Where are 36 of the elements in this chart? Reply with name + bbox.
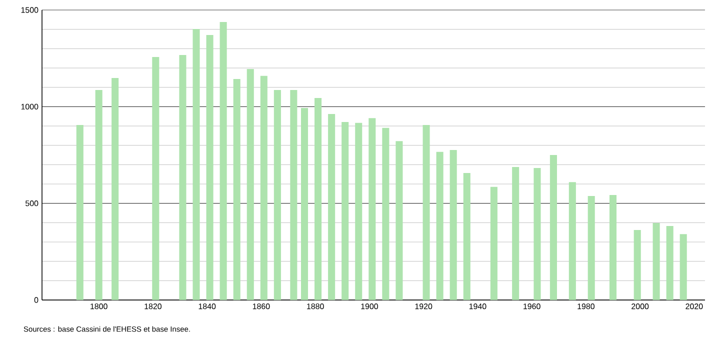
bar bbox=[422, 125, 430, 300]
bar bbox=[666, 226, 674, 300]
bar bbox=[490, 186, 498, 300]
bar bbox=[588, 196, 595, 300]
bar bbox=[179, 55, 186, 300]
bar bbox=[463, 172, 470, 300]
bar bbox=[450, 150, 457, 300]
bar bbox=[274, 90, 281, 300]
bar bbox=[512, 166, 520, 300]
bar bbox=[300, 108, 308, 300]
bar bbox=[568, 182, 576, 300]
bar bbox=[220, 22, 227, 300]
bar bbox=[260, 76, 268, 300]
bar bbox=[652, 223, 660, 300]
bar bbox=[634, 230, 641, 300]
bar bbox=[368, 118, 376, 300]
bar bbox=[680, 234, 687, 300]
bar bbox=[355, 122, 362, 300]
bar bbox=[206, 34, 214, 300]
bar bbox=[382, 128, 390, 300]
bar bbox=[233, 79, 240, 300]
bar bbox=[152, 56, 160, 300]
bar bbox=[192, 28, 200, 300]
bar bbox=[609, 195, 617, 300]
bar bbox=[314, 98, 322, 300]
bar bbox=[95, 90, 102, 300]
bar bbox=[328, 114, 336, 300]
bar bbox=[246, 68, 254, 300]
bar bbox=[76, 125, 84, 300]
bar bbox=[550, 155, 557, 300]
bar bbox=[396, 141, 403, 300]
bar bbox=[342, 122, 349, 300]
bar bbox=[534, 168, 541, 300]
bar bbox=[290, 90, 298, 300]
bar bbox=[112, 78, 119, 300]
bar bbox=[436, 152, 444, 300]
